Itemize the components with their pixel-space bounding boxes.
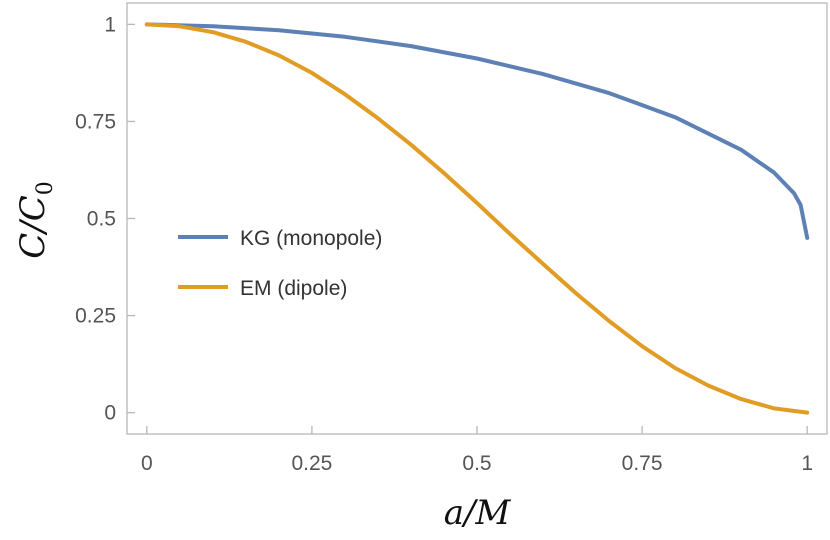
x-axis-title: a/M xyxy=(444,493,512,533)
x-tick-label: 0.25 xyxy=(291,452,332,475)
series-line-0 xyxy=(144,22,810,240)
x-tick-label: 1 xyxy=(801,452,813,475)
x-tick-label: 0.75 xyxy=(622,452,663,475)
x-tick-label: 0 xyxy=(141,452,153,475)
y-tick-label: 0.5 xyxy=(87,208,116,231)
y-axis-title: C/C0 xyxy=(13,181,58,258)
plot-frame xyxy=(126,2,828,435)
legend-label-kg: KG (monopole) xyxy=(240,227,382,250)
y-axis-title-main: C/C xyxy=(13,195,53,258)
x-tick-label: 0.5 xyxy=(462,452,491,475)
x-tick-labels: 0 0.25 0.5 0.75 1 xyxy=(141,452,813,475)
legend-label-em: EM (dipole) xyxy=(240,277,347,300)
series-line-1 xyxy=(144,22,810,415)
legend: KG (monopole) EM (dipole) xyxy=(178,227,382,300)
y-tick-label: 0.75 xyxy=(75,110,116,133)
y-tick-label: 0 xyxy=(104,402,116,425)
series-lines xyxy=(144,22,810,415)
axis-ticks xyxy=(127,23,808,434)
y-tick-label: 1 xyxy=(104,13,116,36)
y-tick-labels: 0 0.25 0.5 0.75 1 xyxy=(75,13,116,424)
y-axis-title-subscript: 0 xyxy=(33,181,58,195)
y-tick-label: 0.25 xyxy=(75,305,116,328)
